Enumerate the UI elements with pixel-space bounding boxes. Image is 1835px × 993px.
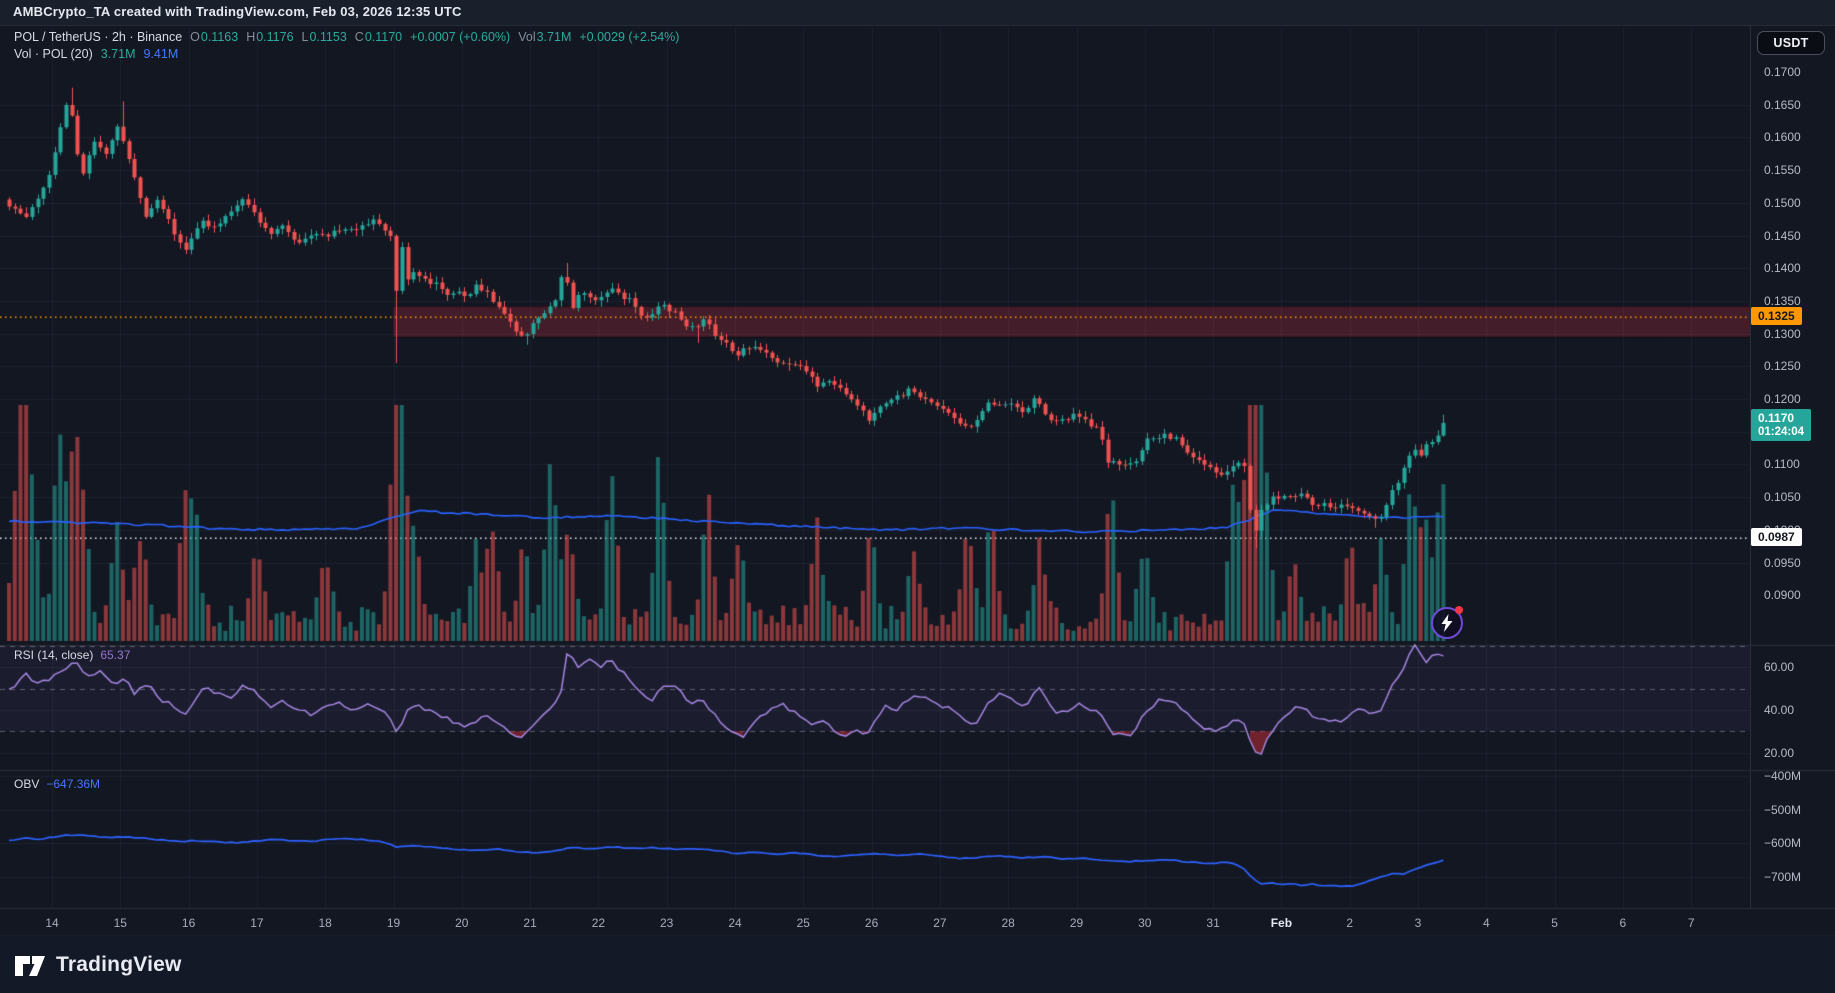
obv-tick-label: −600M — [1764, 836, 1802, 851]
price-change-value: +0.0007 (+0.60%) — [410, 30, 511, 44]
obv-tick-label: −500M — [1764, 802, 1802, 817]
price-tick-label: 0.1200 — [1764, 392, 1801, 406]
price-tick-label: 0.1450 — [1764, 228, 1801, 243]
time-tick-label: 23 — [660, 916, 674, 930]
price-tick-label: 0.1100 — [1764, 457, 1800, 472]
rsi-title[interactable]: RSI (14, close) — [14, 648, 94, 662]
obv-title[interactable]: OBV — [14, 777, 40, 791]
time-tick-label: 19 — [386, 916, 401, 930]
rsi-tick-label: 20.00 — [1764, 745, 1795, 760]
volume-value: 3.71M — [536, 30, 572, 44]
time-tick-label: 2 — [1346, 916, 1354, 930]
time-tick-label: 29 — [1069, 916, 1084, 930]
ohlc-open-value: 0.1163 — [200, 30, 239, 44]
time-tick-label: 14 — [45, 916, 59, 930]
price-tick-label: 0.1600 — [1764, 130, 1801, 145]
time-tick-label: 18 — [318, 916, 332, 930]
price-tick-label: 0.1500 — [1764, 195, 1801, 210]
time-tick-label: 26 — [864, 916, 879, 930]
tradingview-logo-icon — [15, 956, 45, 976]
time-tick-label: 3 — [1414, 916, 1422, 930]
tradingview-wordmark: TradingView — [56, 953, 182, 976]
price-tick-label: 0.1300 — [1764, 326, 1801, 341]
time-tick-label: 6 — [1619, 916, 1627, 930]
time-tick-label: 22 — [591, 916, 606, 930]
time-tick-label: 16 — [181, 916, 196, 930]
rsi-tick-label: 60.00 — [1764, 660, 1795, 675]
obv-tick-label: −700M — [1764, 869, 1802, 884]
lightning-bolt-icon — [1441, 614, 1453, 632]
time-tick-label: 15 — [113, 916, 127, 930]
rsi-value: 65.37 — [100, 648, 131, 662]
obv-legend: OBV −647.36M — [14, 777, 100, 791]
time-tick-label: 25 — [796, 916, 810, 930]
obv-value: −647.36M — [46, 777, 101, 791]
time-tick-label: 30 — [1138, 916, 1152, 930]
time-tick-label: 4 — [1482, 916, 1490, 930]
bar-countdown: 01:24:04 — [1758, 425, 1805, 438]
price-tick-label: 0.1700 — [1764, 65, 1801, 79]
obv-tick-label: −400M — [1764, 769, 1802, 783]
time-tick-label: 28 — [1001, 916, 1015, 930]
price-tick-label: 0.1650 — [1764, 97, 1801, 112]
time-tick-label: 31 — [1206, 916, 1220, 930]
volume-ma2-value: 9.41M — [143, 47, 179, 61]
symbol-title[interactable]: POL / TetherUS · 2h · Binance — [14, 30, 183, 44]
time-tick-label: 24 — [728, 916, 742, 930]
time-axis[interactable]: 14 15 16 17 18 19 20 21 22 23 24 25 26 27 28 29 30 31 Feb 2… — [0, 908, 1750, 935]
time-tick-label: 21 — [523, 916, 537, 930]
price-axis[interactable]: 0.1700 0.1650 0.1600 0.1550 0.1500 0.1450 0.14… — [1750, 25, 1835, 908]
time-tick-label: 7 — [1687, 916, 1695, 930]
price-tick-label: 0.1550 — [1764, 163, 1801, 178]
ohlc-low-value: 0.1153 — [309, 30, 347, 44]
price-tick-label: 0.1400 — [1764, 261, 1801, 276]
time-tick-label: Feb — [1270, 916, 1293, 930]
notification-dot — [1455, 606, 1463, 614]
time-tick-label: 20 — [455, 916, 469, 930]
rsi-tick-label: 40.00 — [1764, 702, 1795, 717]
last-price-value: 0.1170 — [1758, 410, 1795, 425]
price-tick-label: 0.1050 — [1764, 490, 1801, 505]
ohlc-high-label: H — [246, 30, 256, 44]
tradingview-logo[interactable]: TradingView — [12, 947, 182, 983]
ohlc-close-label: C — [354, 30, 364, 44]
time-tick-label: 5 — [1551, 916, 1558, 930]
rsi-legend: RSI (14, close) 65.37 — [14, 648, 130, 662]
ohlc-open-label: O — [190, 30, 200, 44]
events-lightning-icon[interactable] — [1431, 606, 1463, 639]
currency-toggle-button[interactable]: USDT — [1757, 31, 1825, 55]
ohlc-close-value: 0.1170 — [364, 30, 403, 44]
attribution-bar: AMBCrypto_TA created with TradingView.co… — [0, 0, 1835, 26]
low-price-tag: 0.0987 — [1751, 528, 1802, 547]
attribution-text: AMBCrypto_TA created with TradingView.co… — [13, 4, 462, 19]
price-tick-label: 0.1250 — [1764, 359, 1801, 374]
footer-bar: TradingView — [0, 935, 1835, 993]
price-tick-label: 0.1350 — [1764, 293, 1801, 308]
volume-change-value: +0.0029 (+2.54%) — [579, 30, 680, 44]
price-tick-label: 0.0950 — [1764, 555, 1801, 570]
volume-indicator-legend: Vol · POL (20) 3.71M 9.41M — [14, 47, 178, 61]
ohlc-low-label: L — [301, 30, 309, 44]
price-tick-label: 0.0900 — [1764, 588, 1801, 603]
resistance-price-tag: 0.1325 — [1751, 307, 1802, 326]
time-tick-label: 17 — [250, 916, 264, 930]
volume-indicator-title[interactable]: Vol · POL (20) — [14, 47, 93, 61]
volume-label: Vol — [518, 30, 536, 44]
volume-ma1-value: 3.71M — [100, 47, 136, 61]
ohlc-high-value: 0.1176 — [256, 30, 294, 44]
last-price-tag: 0.1170 01:24:04 — [1751, 408, 1812, 441]
time-tick-label: 27 — [933, 916, 947, 930]
